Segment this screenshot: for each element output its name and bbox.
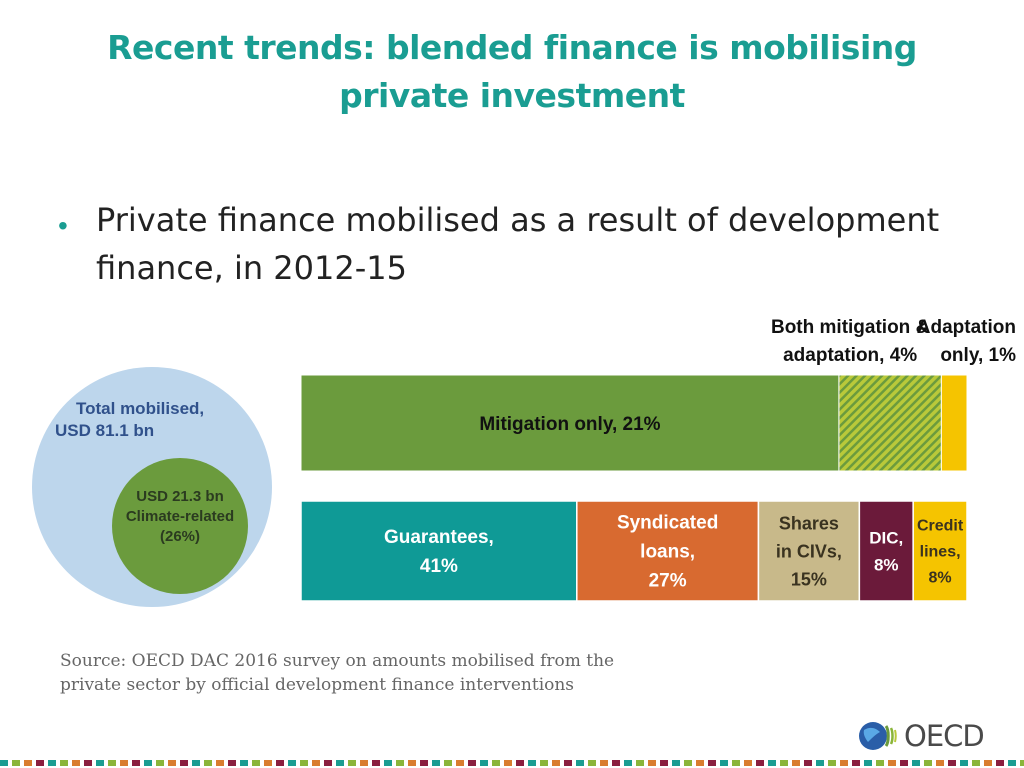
slide-title: Recent trends: blended finance is mobili…	[0, 24, 1024, 120]
bar-segment-shares-in-civs	[757, 500, 861, 602]
bar-label-shares-in-civs-0: Shares	[779, 513, 839, 533]
bar-segment-adaptation-only	[940, 374, 968, 472]
title-line-1: Recent trends: blended finance is mobili…	[107, 28, 917, 67]
bar-segment-both-mitigation-and-adaptation	[838, 374, 942, 472]
bar-label-mitigation-only-0: Mitigation only, 21%	[479, 414, 660, 435]
bar-label-dic-1: 8%	[874, 555, 899, 574]
total-mobilised-line-2: USD 81.1 bn	[55, 421, 155, 440]
oecd-logo-text: OECD	[904, 719, 985, 753]
title-line-2: private investment	[339, 76, 685, 115]
bar-label-credit-lines-0: Credit	[917, 518, 964, 535]
bar-label-syndicated-loans-2: 27%	[649, 571, 687, 592]
bar-label-syndicated-loans-1: loans,	[640, 542, 695, 563]
bar-segment-credit-lines	[912, 500, 968, 602]
bar-segment-guarantees	[300, 500, 578, 602]
bar-label-both-mitigation-and-adaptation-1: adaptation, 4%	[783, 345, 917, 366]
bar-label-both-mitigation-and-adaptation-0: Both mitigation &	[771, 317, 930, 338]
bar-label-credit-lines-1: lines,	[920, 544, 961, 561]
bullet-text: Private finance mobilised as a result of…	[96, 201, 940, 287]
climate-related-circle	[112, 458, 248, 594]
bar-segment-syndicated-loans	[576, 500, 760, 602]
oecd-globe-icon	[859, 722, 897, 750]
bar-label-dic-0: DIC,	[869, 528, 903, 547]
bar-label-adaptation-only-1: only, 1%	[940, 345, 1016, 366]
total-mobilised-label: Total mobilised, USD 81.1 bn	[50, 398, 235, 442]
bar-label-syndicated-loans-0: Syndicated	[617, 513, 718, 534]
bar-label-guarantees-0: Guarantees,	[384, 527, 494, 548]
climate-related-line-2: Climate-related	[125, 508, 235, 525]
source-note: Source: OECD DAC 2016 survey on amounts …	[60, 649, 700, 697]
instrument-bar: Guarantees, 41% Syndicated loans, 27% Shares i…	[300, 500, 968, 602]
total-mobilised-line-1: Total mobilised,	[76, 399, 205, 418]
decorative-border	[0, 760, 1024, 766]
bullet-icon: •	[58, 210, 68, 241]
climate-related-line-3: (26%)	[159, 528, 200, 545]
bar-segment-dic	[858, 500, 914, 602]
source-line-2: private sector by official development f…	[60, 675, 575, 695]
bar-label-credit-lines-2: 8%	[929, 570, 952, 587]
bar-label-guarantees-1: 41%	[420, 556, 458, 577]
climate-related-line-1: USD 21.3 bn	[136, 488, 224, 505]
bar-label-shares-in-civs-1: in CIVs,	[776, 541, 842, 561]
bar-segment-mitigation-only	[300, 374, 840, 472]
climate-related-label: USD 21.3 bn Climate-related (26%)	[112, 487, 248, 547]
bar-label-shares-in-civs-2: 15%	[791, 569, 827, 589]
climate-type-bar: Mitigation only, 21% Both mitigation & ada…	[300, 317, 1016, 472]
bar-label-adaptation-only-0: Adaptation	[917, 317, 1016, 338]
source-line-1: Source: OECD DAC 2016 survey on amounts …	[60, 651, 615, 671]
